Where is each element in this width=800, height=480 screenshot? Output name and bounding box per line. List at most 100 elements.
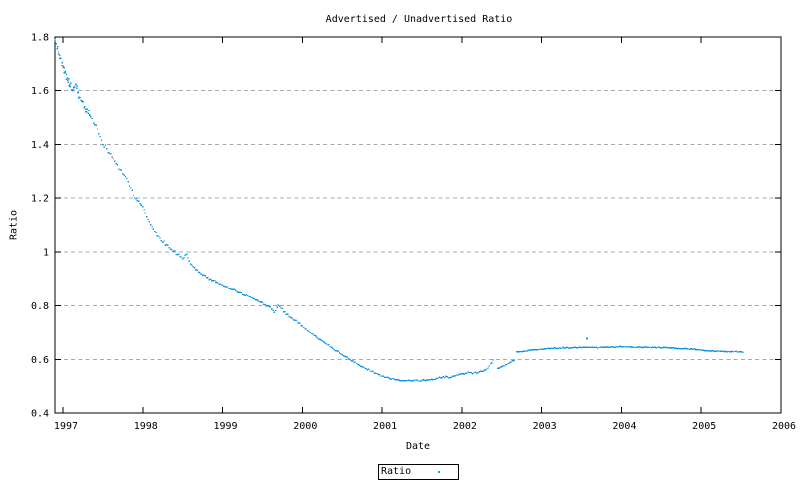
data-dot: [409, 380, 411, 382]
data-dot: [107, 152, 109, 154]
data-dot: [245, 294, 248, 296]
data-dot: [221, 284, 224, 286]
data-dot: [229, 288, 232, 290]
data-dot: [81, 100, 83, 102]
data-dot: [300, 324, 302, 327]
data-dot: [388, 376, 390, 379]
data-dot: [609, 346, 611, 349]
data-dot: [326, 344, 329, 346]
data-dot: [718, 350, 720, 352]
data-dot: [152, 228, 155, 230]
data-dot: [684, 347, 686, 349]
y-tick-label: 1.2: [31, 194, 49, 205]
data-dot: [475, 372, 478, 374]
data-dot: [232, 288, 234, 291]
data-dot: [430, 378, 433, 380]
data-dot: [87, 109, 90, 112]
data-dot: [462, 373, 464, 375]
data-dot: [696, 349, 698, 351]
data-dot: [473, 372, 475, 374]
data-dot: [690, 348, 692, 350]
data-dot: [600, 346, 602, 348]
data-dot: [334, 350, 337, 352]
data-dot: [685, 348, 687, 350]
data-dot: [539, 348, 541, 350]
data-dot: [418, 380, 421, 382]
data-dot: [713, 350, 716, 352]
data-dot: [188, 260, 190, 262]
data-dot: [308, 330, 310, 333]
data-dot: [233, 288, 236, 290]
data-dot: [302, 326, 305, 329]
data-dot: [275, 309, 277, 312]
data-dot: [482, 370, 484, 373]
data-dot: [317, 338, 319, 340]
x-tick-label: 2000: [293, 421, 317, 432]
data-dot: [368, 368, 370, 370]
data-dot: [287, 313, 289, 316]
data-dot: [705, 350, 707, 352]
data-dot: [631, 346, 633, 348]
data-dot: [253, 298, 256, 300]
data-dot: [527, 349, 529, 351]
data-dot: [550, 347, 552, 350]
data-dot: [732, 351, 735, 353]
data-dot: [72, 86, 75, 88]
data-dot: [680, 348, 682, 350]
data-dot: [681, 347, 683, 350]
data-dot: [562, 346, 564, 349]
data-dot: [569, 347, 572, 349]
data-dot: [665, 346, 667, 349]
data-dot: [247, 294, 249, 297]
data-dot: [445, 375, 447, 377]
data-dot: [636, 346, 638, 348]
x-axis-label: Date: [405, 441, 431, 452]
data-dot: [386, 376, 389, 379]
data-dot: [293, 319, 295, 321]
data-dot: [653, 346, 655, 348]
data-dot: [439, 377, 442, 379]
data-dot: [328, 344, 330, 346]
data-dot: [654, 346, 656, 348]
data-dot: [299, 322, 301, 325]
data-dot: [701, 349, 704, 351]
data-dot: [185, 253, 188, 256]
data-dot: [676, 348, 678, 350]
data-dot: [637, 346, 639, 348]
data-dot: [692, 348, 694, 350]
data-dot: [220, 284, 222, 286]
data-dot: [86, 108, 88, 110]
data-dot: [353, 361, 355, 363]
data-dot: [195, 269, 197, 271]
data-dot: [422, 379, 424, 381]
data-dot: [265, 305, 268, 307]
data-dot: [76, 87, 78, 90]
data-dot: [84, 108, 87, 110]
data-dot: [736, 351, 739, 353]
data-dot: [203, 274, 205, 276]
data-dot: [179, 256, 181, 258]
data-dot: [306, 329, 309, 332]
data-dot: [596, 347, 599, 349]
data-dot: [67, 78, 70, 80]
data-dot: [726, 350, 729, 353]
data-dot: [273, 311, 276, 313]
data-dot: [518, 351, 521, 353]
x-tick-label: 2003: [533, 421, 557, 432]
data-dot: [728, 350, 730, 353]
data-dot: [271, 308, 273, 310]
data-dot: [108, 152, 111, 154]
data-dot: [488, 365, 491, 367]
data-dot: [461, 373, 463, 375]
data-dot: [510, 361, 512, 364]
data-dot: [441, 376, 443, 379]
data-dot: [54, 40, 56, 43]
data-dot: [574, 346, 577, 349]
data-dot: [139, 203, 141, 205]
data-dot: [566, 346, 568, 349]
data-dot: [402, 380, 404, 382]
data-dot: [304, 327, 306, 330]
data-dot: [632, 346, 634, 348]
data-dot: [584, 346, 586, 348]
data-dot: [572, 346, 574, 349]
